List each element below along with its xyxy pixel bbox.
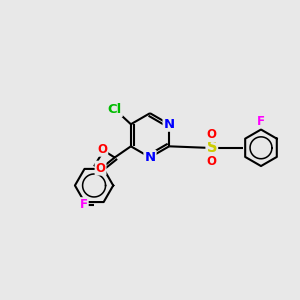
Text: O: O bbox=[207, 128, 217, 141]
Text: N: N bbox=[144, 151, 156, 164]
Text: F: F bbox=[80, 198, 88, 211]
Text: O: O bbox=[207, 154, 217, 167]
Text: S: S bbox=[207, 140, 217, 155]
Text: Cl: Cl bbox=[108, 103, 122, 116]
Text: N: N bbox=[164, 118, 175, 131]
Text: O: O bbox=[95, 162, 106, 175]
Text: F: F bbox=[257, 115, 265, 128]
Text: O: O bbox=[97, 143, 107, 156]
